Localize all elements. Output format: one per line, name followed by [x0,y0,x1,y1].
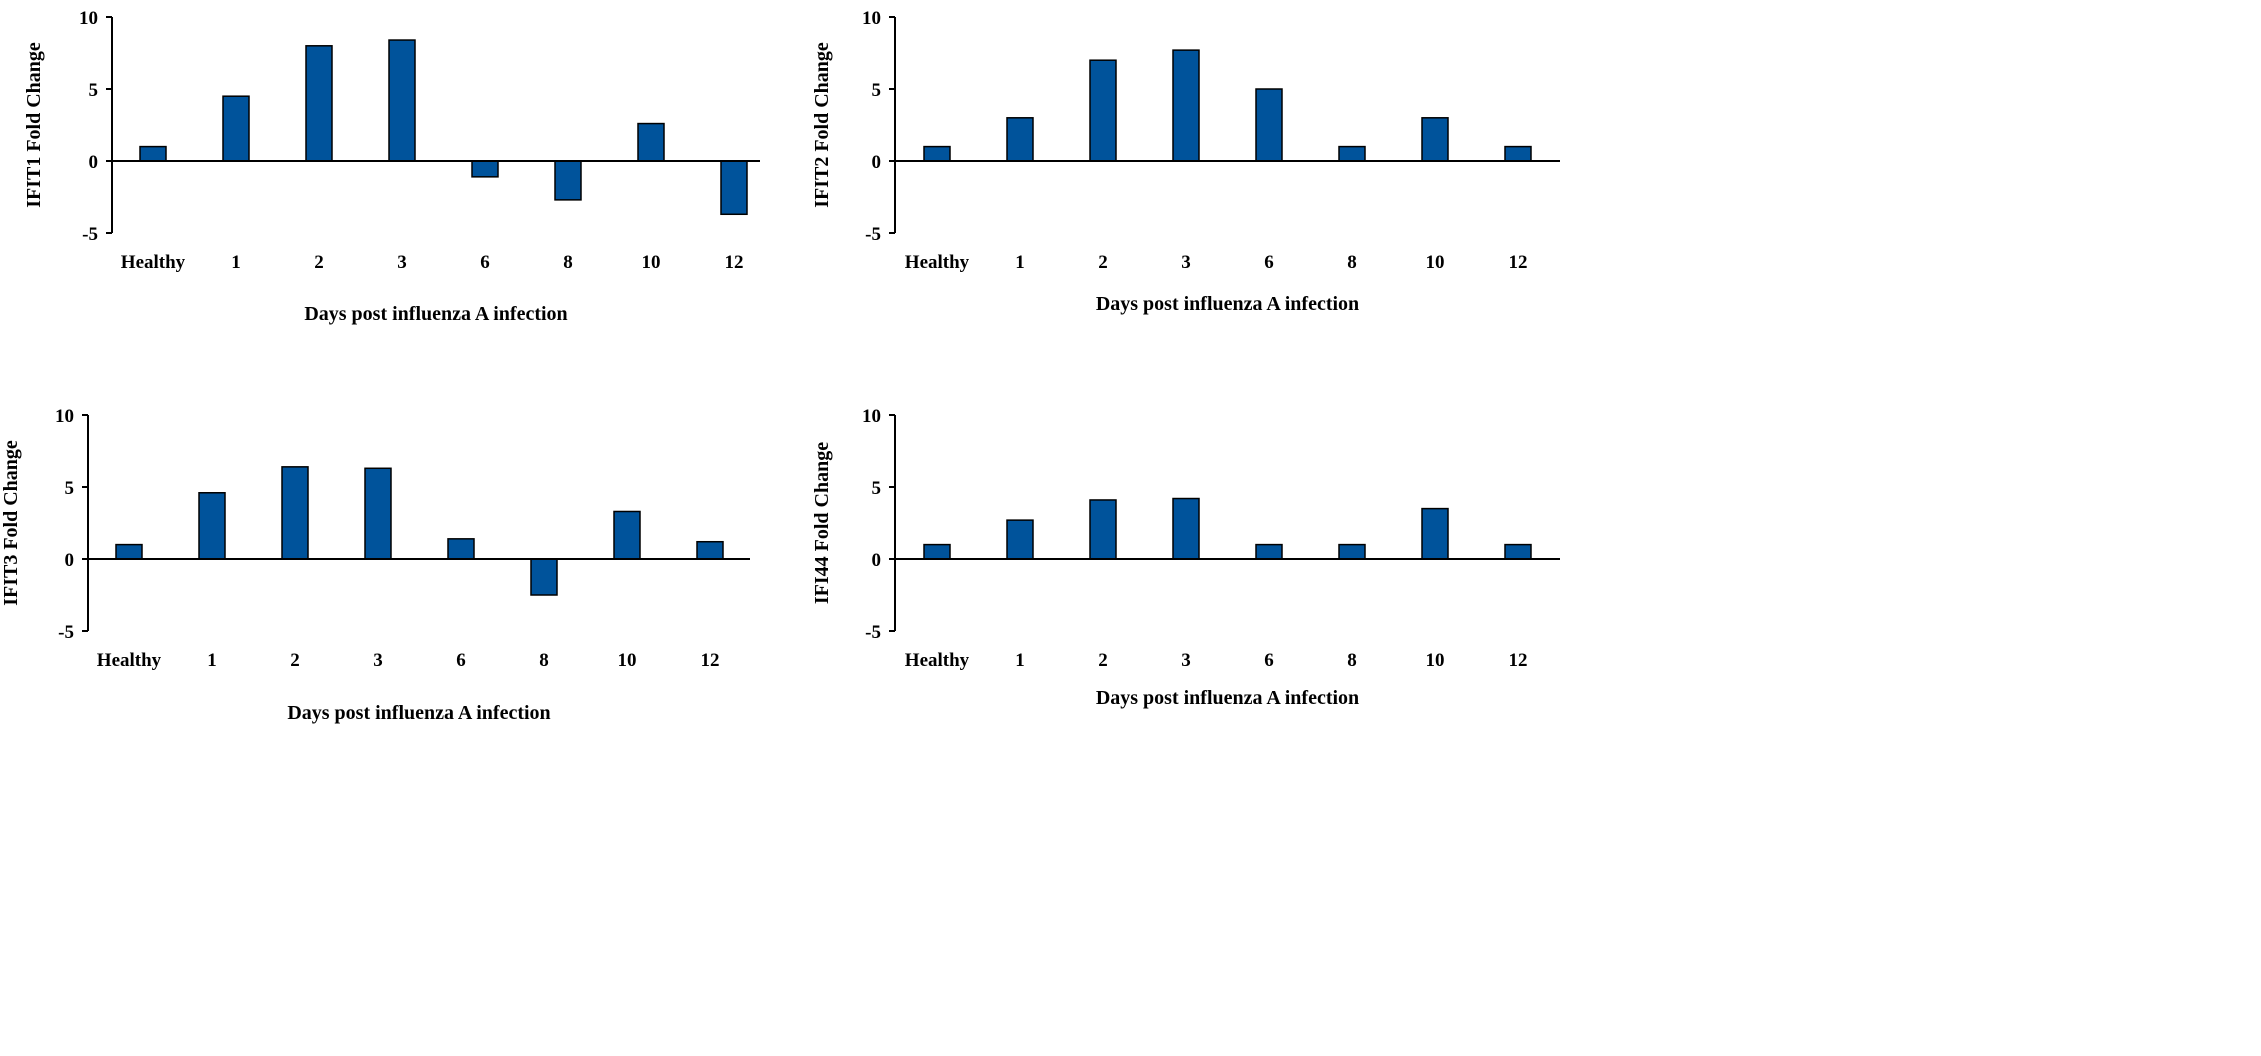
bar-6 [447,538,475,560]
x-tick-label: 6 [1264,650,1274,671]
y-tick-label: -5 [865,622,881,643]
x-tick-label: 6 [1264,252,1274,273]
y-tick-label: 0 [872,550,882,571]
x-tick-label: 2 [314,252,324,273]
x-tick-label: 1 [1015,650,1025,671]
x-tick-label: 6 [480,252,490,273]
y-tick-label: -5 [82,224,98,245]
bar-2 [1089,59,1117,162]
x-tick-label: 3 [1181,650,1191,671]
x-tick-label: 2 [1098,252,1108,273]
bar-8 [530,558,558,596]
bar-2 [305,45,333,162]
y-axis-title: IFI44 Fold Change [811,442,833,604]
bar-12 [720,160,748,216]
y-tick-label: -5 [58,622,74,643]
bar-12 [1504,543,1532,560]
bar-10 [1421,117,1449,162]
y-tick-label: 10 [79,8,98,29]
y-tick-label: -5 [865,224,881,245]
y-axis-title: IFIT2 Fold Change [811,42,833,208]
x-tick-label: 1 [207,650,217,671]
y-tick-label: 0 [65,550,75,571]
bar-3 [388,39,416,162]
x-tick-label: 8 [1347,252,1357,273]
x-tick-label: Healthy [97,650,162,671]
bar-6 [1255,543,1283,560]
bar-1 [1006,117,1034,162]
bar-8 [1338,543,1366,560]
x-tick-label: 10 [642,252,661,273]
bar-12 [1504,145,1532,162]
bar-10 [637,122,665,162]
x-tick-label: 1 [1015,252,1025,273]
bar-8 [554,160,582,201]
x-tick-label: 3 [397,252,407,273]
bar-1 [198,492,226,560]
x-tick-label: 12 [725,252,744,273]
bar-6 [1255,88,1283,162]
bar-Healthy [923,543,951,560]
y-tick-label: 5 [872,478,882,499]
y-tick-label: 0 [89,152,99,173]
x-tick-label: 8 [539,650,549,671]
x-tick-label: 1 [231,252,241,273]
y-tick-label: 10 [862,8,881,29]
x-tick-label: 12 [1509,650,1528,671]
x-tick-label: 8 [563,252,573,273]
x-tick-label: 3 [373,650,383,671]
bar-Healthy [923,145,951,162]
y-tick-label: 5 [89,80,99,101]
x-tick-label: 10 [1426,252,1445,273]
y-tick-label: 10 [55,406,74,427]
bar-6 [471,160,499,178]
bar-12 [696,540,724,560]
x-tick-label: 10 [618,650,637,671]
bar-10 [613,510,641,560]
bar-3 [1172,497,1200,560]
y-axis-title: IFIT3 Fold Change [0,440,22,606]
y-axis-title: IFIT1 Fold Change [23,42,45,208]
x-tick-label: Healthy [905,650,970,671]
x-axis-title: Days post influenza A infection [1096,293,1359,315]
x-tick-label: 10 [1426,650,1445,671]
x-axis-title: Days post influenza A infection [1096,687,1359,709]
x-tick-label: 3 [1181,252,1191,273]
bar-Healthy [139,145,167,162]
x-tick-label: 12 [701,650,720,671]
x-axis-title: Days post influenza A infection [287,702,550,724]
bar-3 [1172,49,1200,162]
x-tick-label: Healthy [905,252,970,273]
x-tick-label: 12 [1509,252,1528,273]
x-axis-title: Days post influenza A infection [304,303,567,325]
x-tick-label: 6 [456,650,466,671]
bar-1 [1006,519,1034,560]
x-tick-label: Healthy [121,252,186,273]
bar-8 [1338,145,1366,162]
bar-3 [364,467,392,560]
bar-2 [1089,499,1117,560]
bar-Healthy [115,543,143,560]
x-tick-label: 2 [1098,650,1108,671]
bar-1 [222,95,250,162]
y-tick-label: 5 [872,80,882,101]
x-tick-label: 2 [290,650,300,671]
y-tick-label: 10 [862,406,881,427]
bar-2 [281,466,309,560]
y-tick-label: 5 [65,478,75,499]
bar-10 [1421,507,1449,560]
x-tick-label: 8 [1347,650,1357,671]
y-tick-label: 0 [872,152,882,173]
